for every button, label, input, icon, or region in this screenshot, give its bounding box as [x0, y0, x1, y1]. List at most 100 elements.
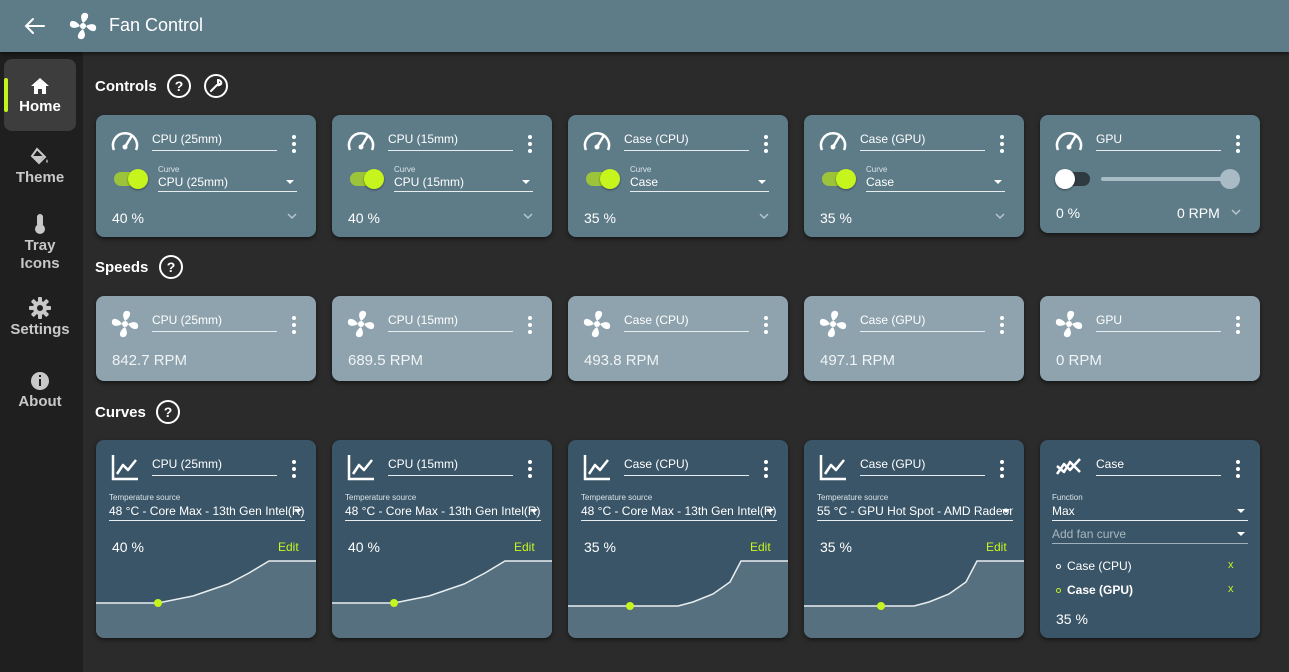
chevron-down-icon[interactable]: [1231, 207, 1241, 217]
curve-percent: 35 %: [820, 539, 852, 555]
control-name[interactable]: Case (CPU): [624, 131, 749, 151]
more-menu-icon[interactable]: [996, 316, 1008, 334]
add-fan-curve-select[interactable]: Add fan curve: [1052, 527, 1248, 544]
edit-curve-button[interactable]: Edit: [986, 540, 1007, 554]
controls-wrench-icon[interactable]: [204, 74, 228, 98]
nav-item-tray-icons[interactable]: Tray Icons: [4, 213, 76, 273]
control-name[interactable]: CPU (25mm): [152, 131, 277, 151]
speed-rpm: 493.8 RPM: [584, 352, 660, 369]
control-card: CPU (25mm) Curve CPU (25mm) 40 %: [96, 115, 316, 237]
control-percent: 40 %: [112, 210, 144, 226]
speed-card: CPU (15mm) 689.5 RPM: [332, 296, 552, 381]
edit-curve-button[interactable]: Edit: [514, 540, 535, 554]
curve-percent: 35 %: [584, 539, 616, 555]
edit-curve-button[interactable]: Edit: [278, 540, 299, 554]
more-menu-icon[interactable]: [524, 460, 536, 478]
curve-select[interactable]: CPU (15mm): [394, 175, 533, 192]
enable-toggle[interactable]: [114, 169, 148, 189]
bullet-icon: [1056, 563, 1061, 569]
function-select[interactable]: Max: [1052, 504, 1248, 521]
speeds-title: Speeds: [95, 259, 149, 276]
speed-name[interactable]: CPU (25mm): [152, 312, 277, 332]
curve-name[interactable]: CPU (15mm): [388, 456, 513, 476]
more-menu-icon[interactable]: [1232, 316, 1244, 334]
remove-item-button[interactable]: x: [1228, 583, 1234, 595]
more-menu-icon[interactable]: [288, 135, 300, 153]
control-card: CPU (15mm) Curve CPU (15mm) 40 %: [332, 115, 552, 237]
speed-rpm: 689.5 RPM: [348, 352, 424, 369]
chevron-down-icon[interactable]: [523, 211, 533, 221]
nav-item-settings[interactable]: Settings: [4, 297, 76, 342]
speed-name[interactable]: GPU: [1096, 312, 1221, 332]
control-percent: 35 %: [820, 210, 852, 226]
more-menu-icon[interactable]: [288, 460, 300, 478]
control-card: GPU 0 % 0 RPM: [1040, 115, 1260, 233]
speedometer-icon: [111, 132, 139, 151]
temperature-source-label: Temperature source: [581, 493, 653, 502]
more-menu-icon[interactable]: [996, 135, 1008, 153]
edit-curve-button[interactable]: Edit: [750, 540, 771, 554]
manual-speed-slider[interactable]: [1101, 177, 1229, 181]
nav-item-about[interactable]: About: [4, 371, 76, 416]
curve-graph: [568, 560, 788, 638]
speed-name[interactable]: Case (CPU): [624, 312, 749, 332]
title-bar: Fan Control: [0, 0, 1289, 52]
controls-help-icon[interactable]: ?: [167, 74, 191, 98]
curve-label: Curve: [630, 165, 652, 174]
current-point: [154, 599, 162, 607]
speed-name[interactable]: Case (GPU): [860, 312, 985, 332]
more-menu-icon[interactable]: [760, 316, 772, 334]
temperature-source-select[interactable]: 48 °C - Core Max - 13th Gen Intel(R) Cor…: [345, 504, 541, 521]
enable-toggle[interactable]: [350, 169, 384, 189]
speed-name[interactable]: CPU (15mm): [388, 312, 513, 332]
speedometer-icon: [1055, 132, 1083, 151]
temperature-source-label: Temperature source: [817, 493, 889, 502]
chevron-down-icon[interactable]: [995, 211, 1005, 221]
control-name[interactable]: GPU: [1096, 131, 1221, 151]
more-menu-icon[interactable]: [1232, 135, 1244, 153]
speed-card: Case (CPU) 493.8 RPM: [568, 296, 788, 381]
current-point: [877, 602, 885, 610]
enable-toggle[interactable]: [586, 169, 620, 189]
enable-toggle[interactable]: [822, 169, 856, 189]
control-name[interactable]: CPU (15mm): [388, 131, 513, 151]
more-menu-icon[interactable]: [524, 135, 536, 153]
temperature-source-select[interactable]: 48 °C - Core Max - 13th Gen Intel(R) Cor…: [109, 504, 305, 521]
speeds-help-icon[interactable]: ?: [159, 255, 183, 279]
curve-label: Curve: [394, 165, 416, 174]
more-menu-icon[interactable]: [288, 316, 300, 334]
curve-select[interactable]: Case: [630, 175, 769, 192]
mix-curve-name[interactable]: Case: [1096, 456, 1221, 476]
line-chart-icon: [347, 455, 374, 481]
control-name[interactable]: Case (GPU): [860, 131, 985, 151]
curve-select[interactable]: Case: [866, 175, 1005, 192]
nav-label-settings: Settings: [10, 321, 70, 338]
speedometer-icon: [819, 132, 847, 151]
more-menu-icon[interactable]: [760, 460, 772, 478]
mix-curve-item: Case (GPU): [1056, 583, 1133, 597]
fan-icon: [819, 310, 847, 338]
more-menu-icon[interactable]: [760, 135, 772, 153]
back-arrow-icon[interactable]: [22, 13, 48, 39]
temperature-source-label: Temperature source: [345, 493, 417, 502]
remove-item-button[interactable]: x: [1228, 559, 1234, 571]
nav-item-theme[interactable]: Theme: [4, 147, 76, 192]
temperature-source-select[interactable]: 55 °C - GPU Hot Spot - AMD Radeon: [817, 504, 1013, 521]
curve-name[interactable]: CPU (25mm): [152, 456, 277, 476]
chevron-down-icon[interactable]: [759, 211, 769, 221]
enable-toggle[interactable]: [1055, 169, 1090, 189]
chevron-down-icon[interactable]: [287, 211, 297, 221]
nav-label-tray-icons: Tray Icons: [20, 237, 60, 272]
curve-name[interactable]: Case (CPU): [624, 456, 749, 476]
curve-select[interactable]: CPU (25mm): [158, 175, 297, 192]
curve-name[interactable]: Case (GPU): [860, 456, 985, 476]
curves-help-icon[interactable]: ?: [156, 400, 180, 424]
slider-thumb[interactable]: [1220, 169, 1240, 189]
more-menu-icon[interactable]: [524, 316, 536, 334]
nav-item-home[interactable]: Home: [4, 59, 76, 131]
curve-card: Case (CPU) Temperature source 48 °C - Co…: [568, 440, 788, 638]
temperature-source-select[interactable]: 48 °C - Core Max - 13th Gen Intel(R) Cor…: [581, 504, 777, 521]
more-menu-icon[interactable]: [996, 460, 1008, 478]
active-indicator: [4, 78, 8, 112]
more-menu-icon[interactable]: [1232, 460, 1244, 478]
